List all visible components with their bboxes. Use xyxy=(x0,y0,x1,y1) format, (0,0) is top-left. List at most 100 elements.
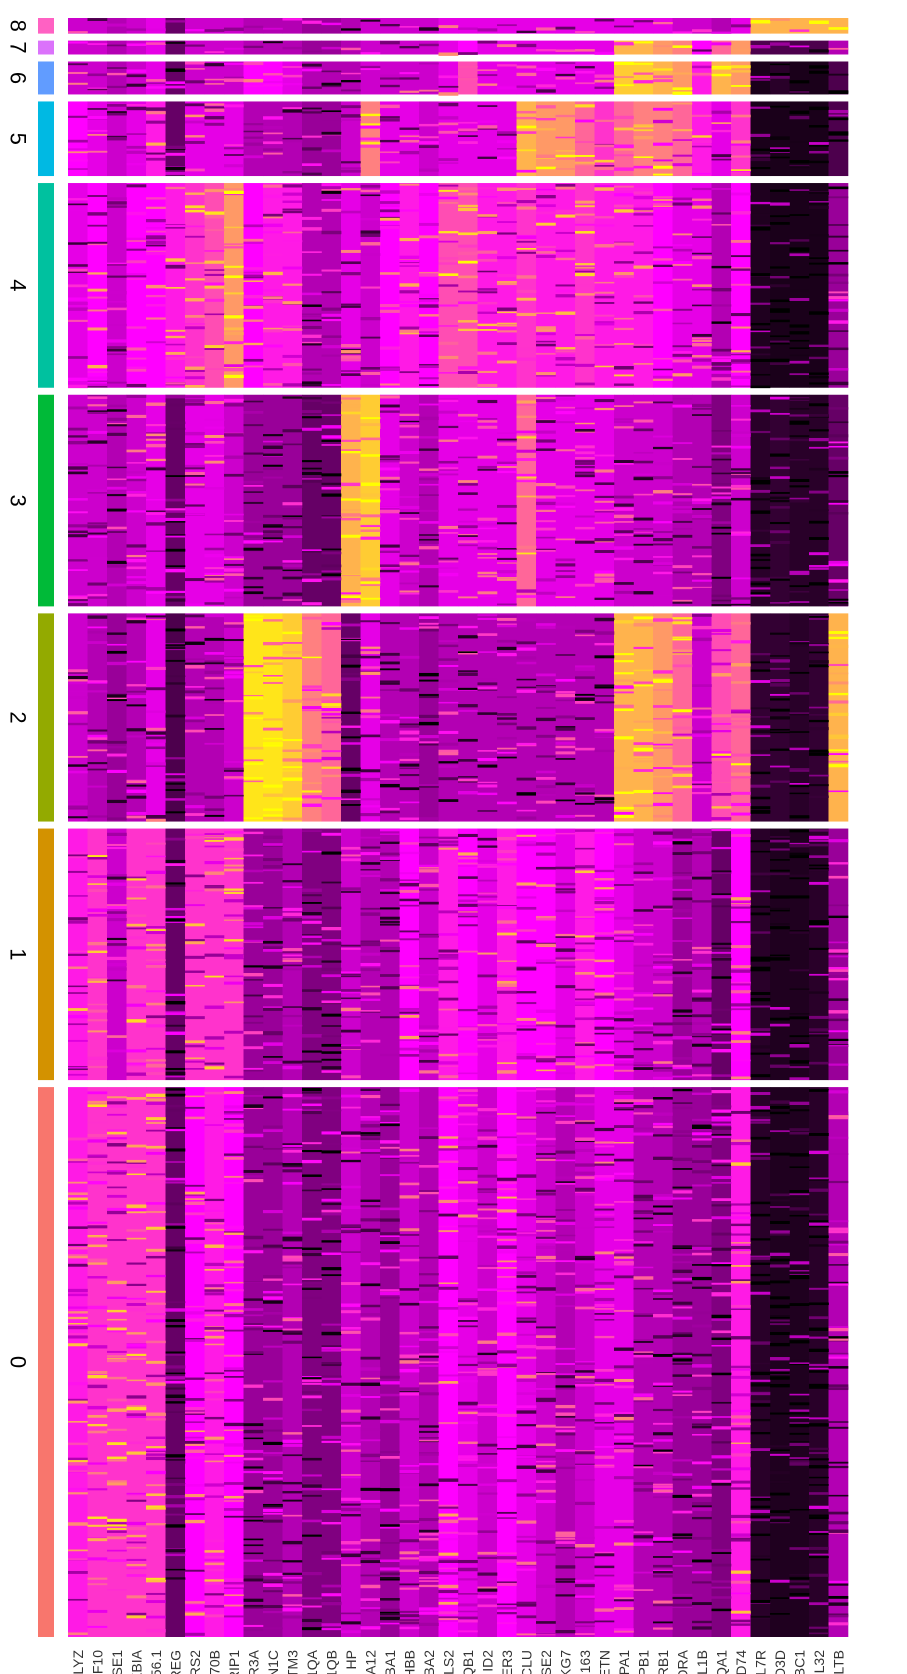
cell-stripe-1-RNASE1 xyxy=(107,1049,127,1053)
cell-stripe-2-IL32 xyxy=(809,664,829,668)
cell-stripe-2-HLA-DQA1 xyxy=(711,780,732,783)
cell-stripe-0-RNASE1 xyxy=(107,1280,127,1285)
cell-stripe-0-AREG xyxy=(165,1387,186,1390)
cell-stripe-2-C1QB xyxy=(321,627,342,630)
cell-stripe-4-IRS2 xyxy=(185,225,205,228)
cell-stripe-0-IL32 xyxy=(809,1556,829,1559)
cell-stripe-0-TMEM170B xyxy=(204,1198,225,1202)
cell-stripe-3-TMEM170B xyxy=(204,454,225,457)
cell-stripe-0-HP xyxy=(341,1224,361,1228)
cell-stripe-0-CRIP1 xyxy=(224,1594,244,1597)
cell-stripe-2-CD163 xyxy=(575,676,595,679)
cell-stripe-4-LGALS2 xyxy=(438,186,459,190)
cell-stripe-0-HP xyxy=(341,1394,361,1397)
cell-stripe-1-CD3D xyxy=(770,1023,790,1027)
cell-stripe-3-RNASE1 xyxy=(107,526,127,530)
cell-stripe-0-CD3D xyxy=(770,1193,790,1197)
cell-stripe-4-HLA-DQB1 xyxy=(458,328,478,332)
cell-stripe-1-CLU xyxy=(516,1022,537,1026)
cell-stripe-3-RETN xyxy=(594,469,615,473)
cell-2-AC020656.1 xyxy=(146,613,166,822)
cell-stripe-0-HLA-DRA xyxy=(672,1157,693,1162)
cell-stripe-2-TRBC1 xyxy=(789,815,810,818)
cell-stripe-0-C1QA xyxy=(302,1627,322,1631)
cell-stripe-3-FCGR3A xyxy=(243,400,264,403)
cell-8-CDKN1C xyxy=(263,18,283,34)
cell-stripe-4-CDKN1C xyxy=(263,184,283,188)
cell-stripe-1-RNASE1 xyxy=(107,937,127,941)
cell-stripe-0-LGALS2 xyxy=(438,1199,459,1204)
cell-stripe-3-KLF10 xyxy=(87,440,108,444)
cell-stripe-1-ID2 xyxy=(477,952,498,955)
cell-stripe-3-HLA-DPA1 xyxy=(614,507,634,511)
cell-stripe-0-IRS2 xyxy=(185,1311,205,1315)
cell-stripe-0-RETN xyxy=(594,1608,615,1612)
cell-stripe-4-HBA2 xyxy=(419,222,439,226)
cell-stripe-0-IL32 xyxy=(809,1150,829,1155)
cell-stripe-0-TMEM170B xyxy=(204,1556,225,1559)
cell-stripe-2-HBB xyxy=(399,730,420,733)
cell-stripe-1-LGALS2 xyxy=(438,847,459,850)
cell-stripe-2-C1QB xyxy=(321,693,342,697)
cell-5-IL32 xyxy=(809,101,829,177)
cell-stripe-1-ID2 xyxy=(477,1033,498,1037)
cell-stripe-0-HLA-DQB1 xyxy=(458,1325,478,1328)
cell-stripe-2-FCGR3A xyxy=(243,711,264,715)
cell-stripe-2-NFKBIA xyxy=(126,789,147,793)
cell-stripe-0-HBA1 xyxy=(380,1393,400,1397)
cell-stripe-0-LGALS2 xyxy=(438,1504,459,1508)
cell-stripe-0-IL1B xyxy=(692,1145,712,1148)
cell-stripe-3-LTB xyxy=(828,500,849,503)
cell-stripe-4-S100A12 xyxy=(360,253,381,256)
cell-stripe-2-C1QB xyxy=(321,716,342,719)
cell-stripe-0-TRBC1 xyxy=(789,1592,810,1596)
cell-stripe-3-CDKN1C xyxy=(263,530,283,534)
cell-stripe-4-HBB xyxy=(399,255,420,259)
cell-stripe-1-HLA-DRB1 xyxy=(653,841,673,845)
cell-stripe-1-NKG7 xyxy=(555,909,576,913)
cell-stripe-2-ID2 xyxy=(477,614,498,616)
cell-stripe-2-S100A12 xyxy=(360,709,381,713)
cell-stripe-2-IL1B xyxy=(692,734,712,737)
cell-stripe-2-IFITM3 xyxy=(282,761,303,764)
cell-stripe-1-ID2 xyxy=(477,904,498,907)
cell-stripe-2-AC020656.1 xyxy=(146,815,166,817)
cell-1-HBB xyxy=(399,828,420,1081)
cell-stripe-0-NFKBIA xyxy=(126,1407,147,1411)
cell-3-HLA-DQB1 xyxy=(458,394,478,607)
cell-2-CLU xyxy=(516,613,537,822)
cell-stripe-1-TRBC1 xyxy=(789,1042,810,1045)
cell-stripe-0-HBB xyxy=(399,1469,420,1474)
cell-stripe-3-NKG7 xyxy=(555,394,576,397)
cell-stripe-2-RNASE1 xyxy=(107,746,127,749)
cell-stripe-0-CLU xyxy=(516,1604,537,1607)
cell-stripe-0-CLU xyxy=(516,1344,537,1349)
cell-stripe-0-CD3D xyxy=(770,1613,790,1615)
cell-stripe-2-AREG xyxy=(165,628,186,632)
cell-stripe-3-HBA2 xyxy=(419,483,439,486)
cell-stripe-0-TRBC1 xyxy=(789,1577,810,1580)
cell-stripe-1-RETN xyxy=(594,1026,615,1030)
cell-stripe-0-RETN xyxy=(594,1402,615,1405)
cell-stripe-3-LGALS2 xyxy=(438,572,459,577)
heatmap-cells xyxy=(68,18,849,1637)
cell-stripe-3-CD3D xyxy=(770,476,790,479)
cell-stripe-3-ID2 xyxy=(477,420,498,423)
cell-stripe-1-CD163 xyxy=(575,958,595,961)
cell-stripe-0-FCGR3A xyxy=(243,1250,264,1254)
cell-stripe-0-IRS2 xyxy=(185,1240,205,1244)
cell-stripe-1-ID2 xyxy=(477,1024,498,1027)
cell-stripe-0-IER3 xyxy=(497,1612,517,1615)
cell-stripe-0-NFKBIA xyxy=(126,1297,147,1300)
cell-stripe-4-ID2 xyxy=(477,288,498,291)
cell-stripe-0-CRIP1 xyxy=(224,1515,244,1518)
cell-stripe-4-HLA-DPA1 xyxy=(614,327,634,331)
cell-stripe-0-HLA-DRA xyxy=(672,1374,693,1377)
cell-stripe-2-C1QA xyxy=(302,803,322,807)
cell-stripe-1-S100A12 xyxy=(360,942,381,947)
cell-stripe-0-CDKN1C xyxy=(263,1417,283,1420)
cell-stripe-4-IRS2 xyxy=(185,262,205,265)
cell-stripe-3-CD163 xyxy=(575,465,595,469)
cell-stripe-0-RNASE1 xyxy=(107,1171,127,1175)
cell-stripe-0-KLF10 xyxy=(87,1171,108,1174)
